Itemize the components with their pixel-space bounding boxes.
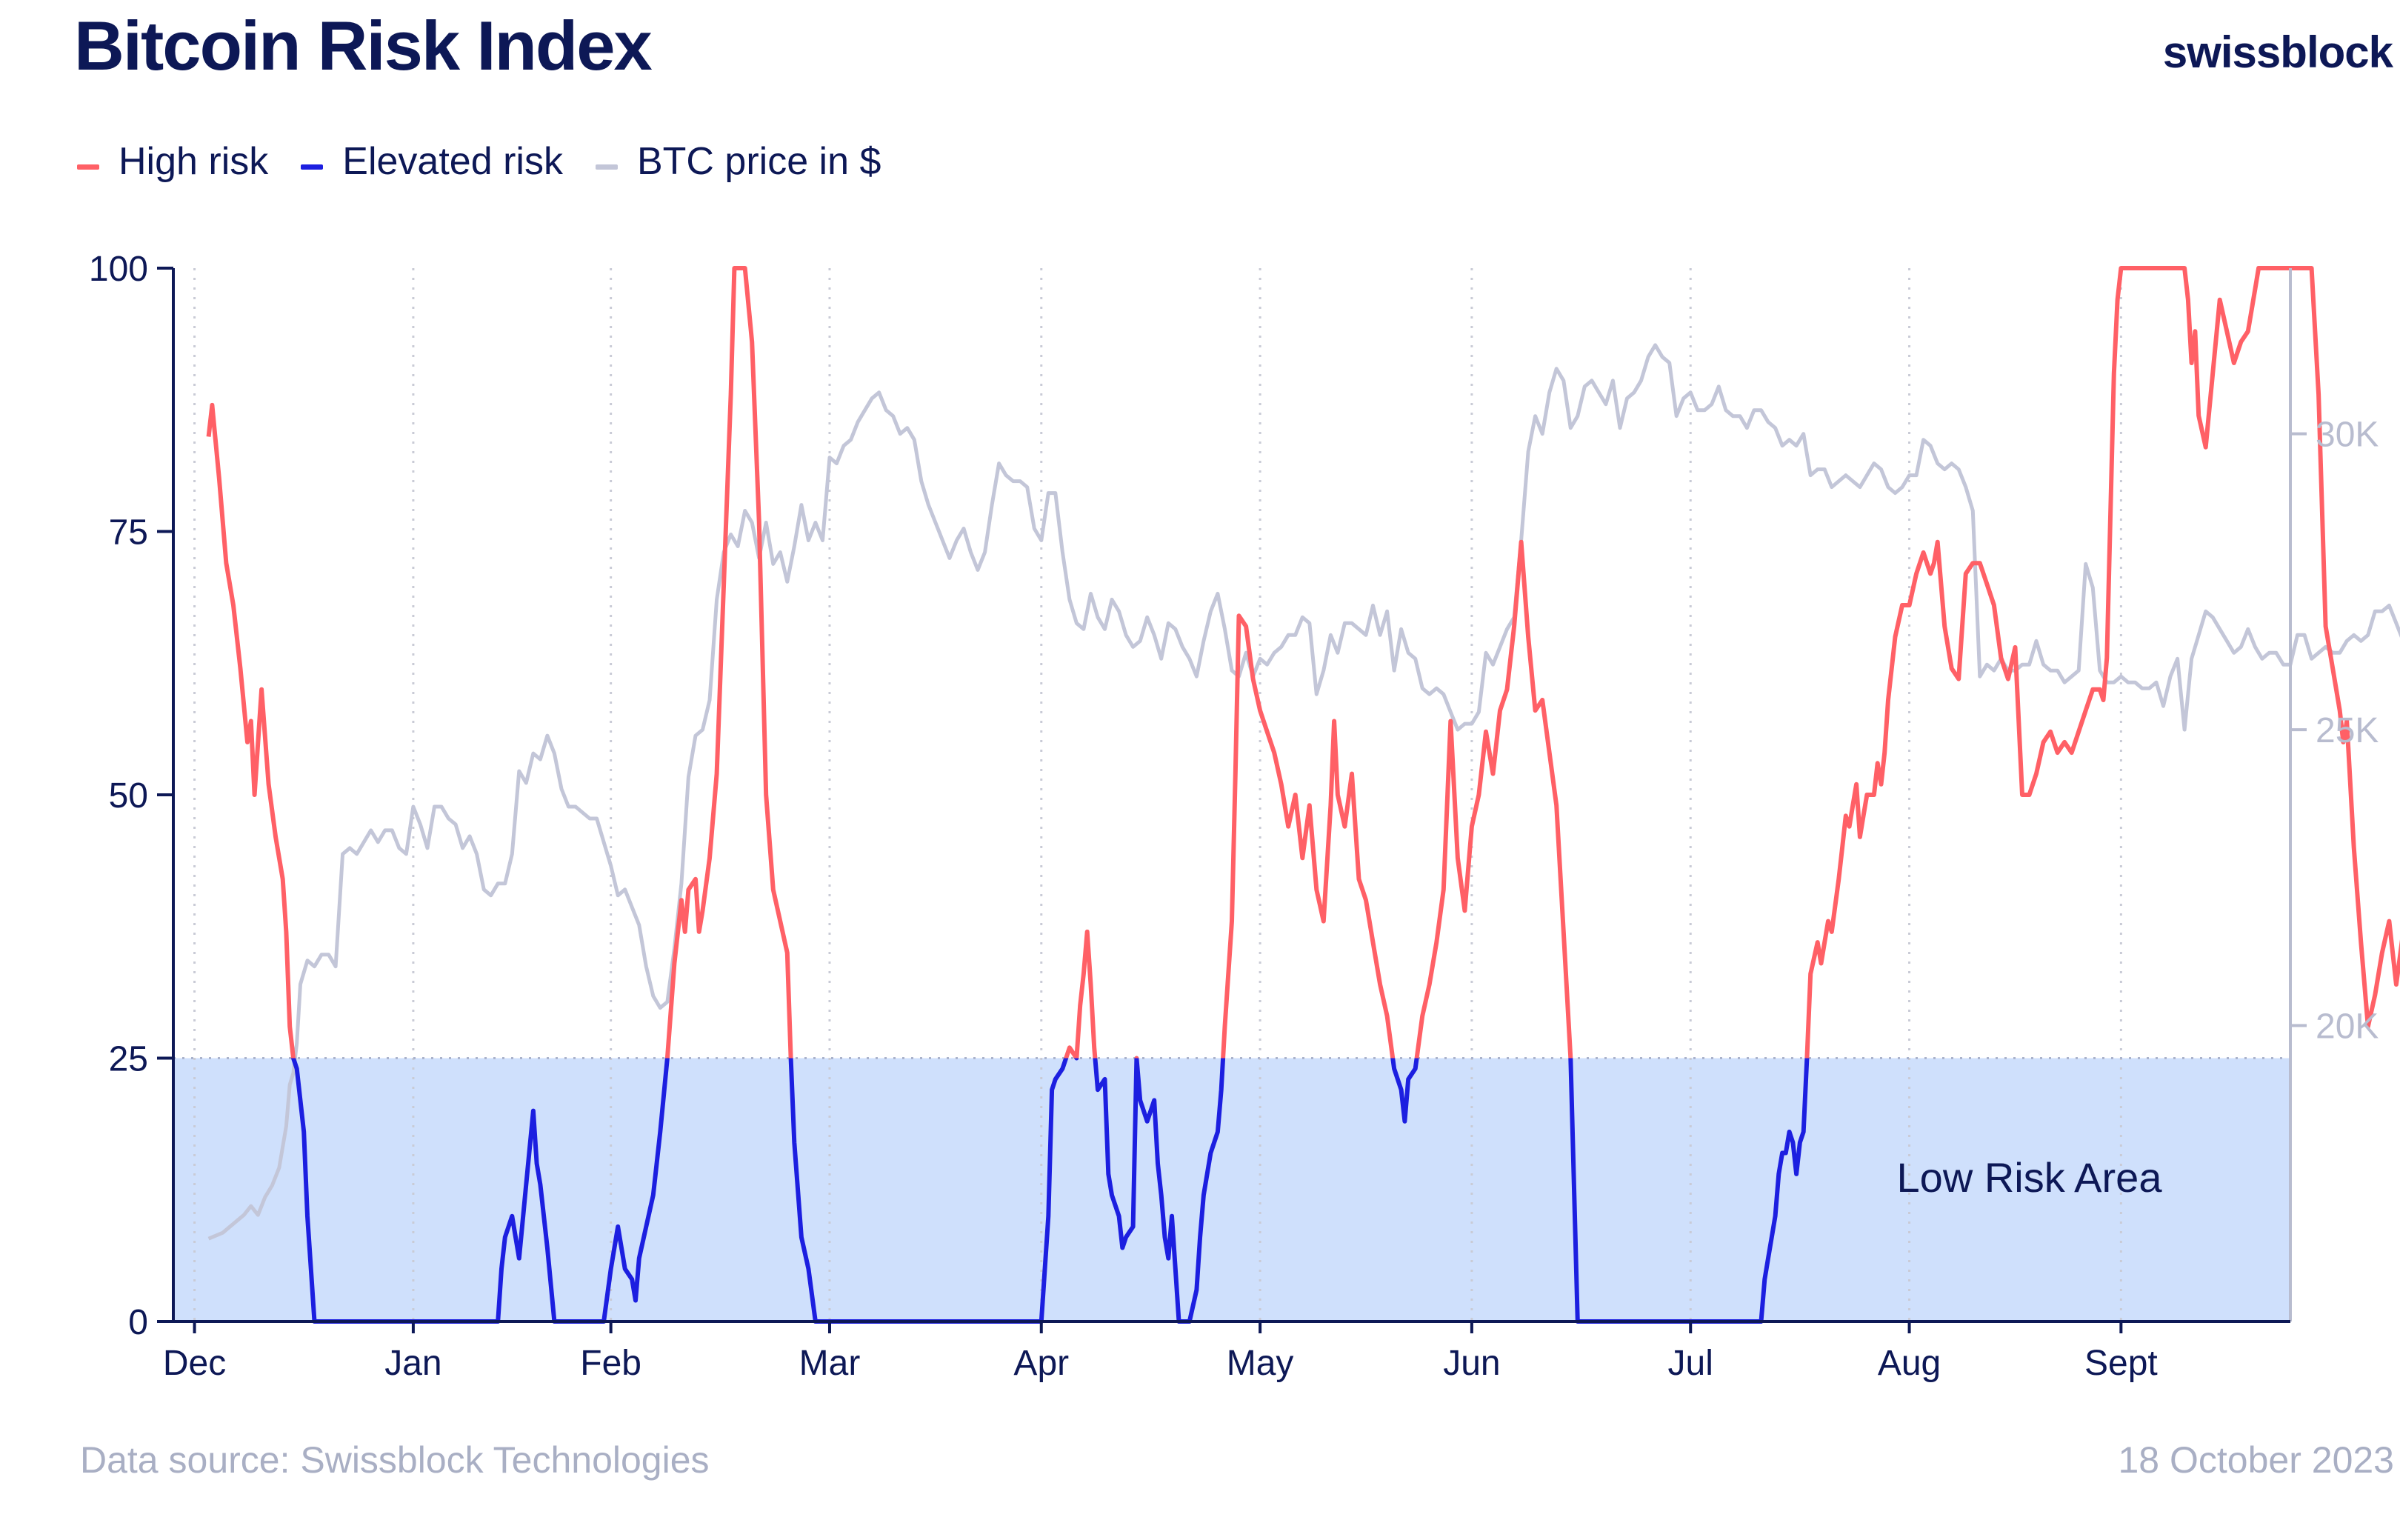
left-tick-label: 50 xyxy=(109,776,148,816)
x-tick-label: Dec xyxy=(163,1344,226,1383)
data-source: Data source: Swissblock Technologies xyxy=(80,1439,710,1481)
right-axis-ticks: 20K 25K 30K xyxy=(2290,416,2379,1047)
x-tick-label: May xyxy=(1227,1344,1294,1383)
legend-label-high-risk: High risk xyxy=(119,140,269,183)
left-tick-label: 25 xyxy=(109,1040,148,1079)
x-tick-label: Aug xyxy=(1878,1344,1941,1383)
chart-title: Bitcoin Risk Index xyxy=(74,7,653,84)
brand-logo: swissblock xyxy=(2162,27,2393,77)
x-tick-label: Feb xyxy=(580,1344,641,1383)
legend: High risk Elevated risk BTC price in $ xyxy=(77,139,913,184)
left-tick-label: 100 xyxy=(89,250,148,289)
x-tick-label: Jan xyxy=(384,1344,441,1383)
left-axis-ticks: 0 25 50 75 100 xyxy=(89,250,173,1342)
x-tick-label: Jul xyxy=(1668,1344,1713,1383)
right-tick-label: 30K xyxy=(2316,416,2379,455)
legend-item-btc-price: BTC price in $ xyxy=(595,139,881,184)
right-tick-label: 25K xyxy=(2316,711,2379,750)
x-tick-label: Sept xyxy=(2084,1344,2158,1383)
legend-swatch-elevated-risk xyxy=(301,164,324,170)
legend-label-elevated-risk: Elevated risk xyxy=(342,140,563,183)
x-tick-label: Mar xyxy=(799,1344,861,1383)
btc-price-line xyxy=(207,343,2400,1241)
legend-label-btc-price: BTC price in $ xyxy=(636,140,881,183)
low-risk-area-label: Low Risk Area xyxy=(1897,1154,2163,1201)
x-axis-ticks: Dec Jan Feb Mar Apr May Jun Jul Aug Sept xyxy=(163,1321,2158,1383)
high-risk-line xyxy=(206,266,2400,1059)
gridlines xyxy=(193,268,2122,1321)
legend-item-high-risk: High risk xyxy=(77,139,268,184)
publish-date: 18 October 2023 xyxy=(2118,1439,2395,1481)
x-tick-label: Apr xyxy=(1013,1344,1069,1383)
left-tick-label: 0 xyxy=(128,1303,148,1342)
legend-swatch-high-risk xyxy=(77,164,99,170)
left-tick-label: 75 xyxy=(109,513,148,553)
legend-item-elevated-risk: Elevated risk xyxy=(301,139,563,184)
x-tick-label: Jun xyxy=(1443,1344,1500,1383)
legend-swatch-btc-price xyxy=(595,164,618,170)
right-tick-label: 20K xyxy=(2316,1007,2379,1047)
